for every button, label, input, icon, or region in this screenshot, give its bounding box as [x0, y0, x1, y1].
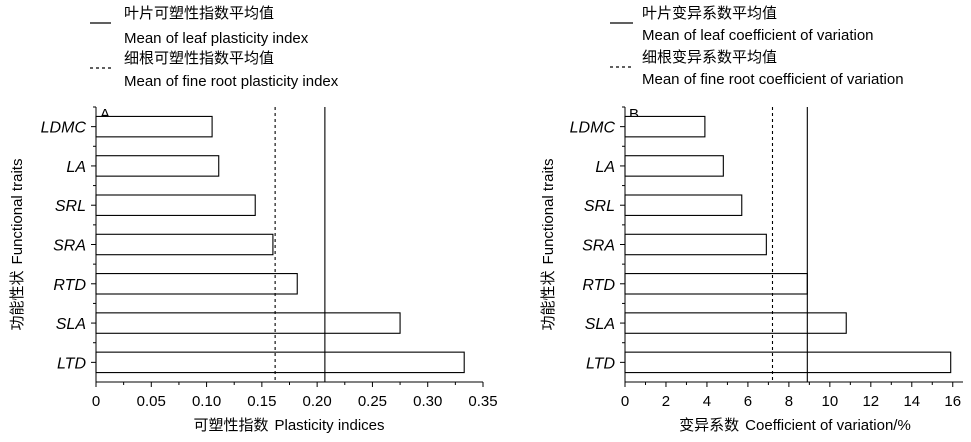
x-tick-label: 0.20: [303, 393, 332, 410]
y-axis-title: 功能性状 Functional traits: [8, 159, 26, 331]
bar-la: [624, 155, 724, 177]
x-tick-label: 0.25: [358, 393, 387, 410]
bar-ldmc: [624, 115, 706, 138]
x-tick-label: 0: [92, 393, 100, 410]
category-label: LA: [595, 159, 615, 176]
x-axis-title-en: Plasticity indices: [274, 417, 384, 434]
x-tick-label: 0: [621, 393, 629, 410]
chart-panel-a: 叶片可塑性指数平均值 Mean of leaf plasticity index 细…: [8, 4, 498, 434]
category-label: SRA: [53, 238, 86, 255]
bar-rtd: [624, 273, 808, 295]
x-tick-label: 10: [822, 393, 839, 410]
legend-label-cn: 细根变异系数平均值: [642, 48, 777, 66]
bar-srl: [624, 194, 743, 216]
bar-srl: [95, 194, 256, 216]
legend-label-en: Mean of fine root coefficient of variati…: [642, 71, 904, 88]
legend-label-cn: 叶片变异系数平均值: [642, 4, 777, 22]
legend-label-en: Mean of fine root plasticity index: [124, 73, 339, 90]
category-label: SRA: [582, 238, 615, 255]
category-label: SLA: [56, 316, 86, 333]
category-label: LTD: [586, 355, 615, 372]
panel-letter: B: [629, 106, 639, 123]
x-axis-title: 可塑性指数 Plasticity indices: [193, 416, 384, 434]
x-tick-label: 2: [662, 393, 670, 410]
category-label: LDMC: [41, 120, 87, 137]
bar-sla: [624, 312, 847, 334]
panel-letter: A: [100, 106, 110, 123]
bar-sra: [624, 233, 767, 256]
x-tick-label: 16: [944, 393, 961, 410]
legend-label-cn: 细根可塑性指数平均值: [124, 49, 274, 67]
bar-sra: [95, 233, 274, 256]
category-label: SRL: [584, 198, 615, 215]
y-axis-title: 功能性状 Functional traits: [539, 159, 557, 331]
category-label: LA: [66, 159, 86, 176]
legend-label-en: Mean of leaf coefficient of variation: [642, 27, 874, 44]
category-label: RTD: [582, 277, 615, 294]
x-tick-label: 8: [785, 393, 793, 410]
x-tick-label: 12: [862, 393, 879, 410]
x-axis-title: 变异系数 Coefficient of variation/%: [679, 416, 911, 434]
x-tick-label: 0.05: [137, 393, 166, 410]
bar-sla: [95, 312, 401, 334]
bar-ltd: [624, 351, 952, 374]
category-label: RTD: [53, 277, 86, 294]
bar-ltd: [95, 351, 465, 374]
y-axis-title-en: Functional traits: [540, 159, 557, 265]
x-tick-label: 0.10: [192, 393, 221, 410]
category-label: LTD: [57, 355, 86, 372]
y-axis-title-en: Functional traits: [9, 159, 26, 265]
x-tick-label: 4: [703, 393, 711, 410]
x-tick-label: 6: [744, 393, 752, 410]
x-tick-label: 0.35: [468, 393, 497, 410]
x-tick-label: 0.30: [413, 393, 442, 410]
x-axis-title-en: Coefficient of variation/%: [745, 417, 911, 434]
y-axis-title-cn: 功能性状: [8, 270, 26, 330]
bar-la: [95, 155, 220, 177]
category-label: SRL: [55, 198, 86, 215]
x-tick-label: 0.15: [247, 393, 276, 410]
category-label: LDMC: [570, 120, 616, 137]
legend-label-cn: 叶片可塑性指数平均值: [124, 4, 274, 22]
x-tick-label: 14: [903, 393, 920, 410]
y-axis-title-cn: 功能性状: [539, 270, 557, 330]
bar-ldmc: [95, 115, 213, 138]
chart-panel-b: 叶片变异系数平均值 Mean of leaf coefficient of var…: [539, 4, 963, 434]
legend-label-en: Mean of leaf plasticity index: [124, 30, 309, 47]
bar-rtd: [95, 273, 298, 295]
category-label: SLA: [585, 316, 615, 333]
x-axis-title-cn: 可塑性指数: [193, 416, 268, 434]
x-axis-title-cn: 变异系数: [679, 416, 739, 434]
